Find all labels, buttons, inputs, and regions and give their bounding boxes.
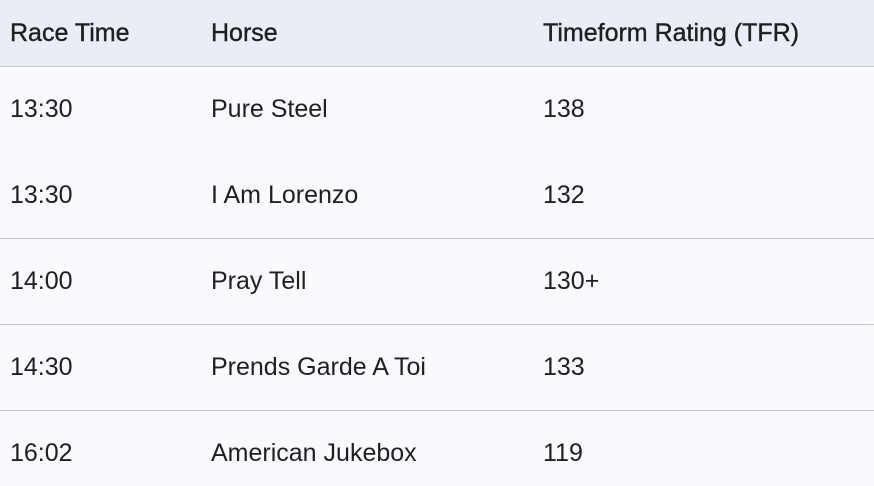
table-body: 13:30 Pure Steel 138 13:30 I Am Lorenzo 132 14… (0, 66, 874, 486)
race-time-cell: 13:30 (0, 66, 201, 152)
horse-cell: Pure Steel (201, 66, 533, 152)
table-row: 13:30 Pure Steel 138 (0, 66, 874, 152)
table-row: 16:02 American Jukebox 119 (0, 410, 874, 486)
tfr-cell: 130+ (533, 238, 874, 325)
column-header: Timeform Rating (TFR) (533, 0, 874, 67)
tfr-cell: 132 (543, 180, 585, 209)
race-time-cell: 16:02 (0, 410, 201, 486)
table-row: 13:30 I Am Lorenzo 132 (0, 152, 874, 239)
tfr-cell: 133 (533, 324, 874, 411)
tfr-cell: 119 (533, 410, 874, 486)
race-time-cell: 14:30 (0, 324, 201, 411)
race-time-cell: 14:00 (0, 238, 201, 325)
table-row: 14:00 Pray Tell 130+ (0, 238, 874, 325)
horse-cell: American Jukebox (201, 410, 533, 486)
column-header: Race Time (0, 0, 201, 67)
horse-cell: I Am Lorenzo (211, 180, 359, 209)
horse-cell: Pray Tell (201, 238, 533, 325)
table-row: 14:30 Prends Garde A Toi 133 (0, 324, 874, 411)
horse-cell: Prends Garde A Toi (201, 324, 533, 411)
column-header: Horse (201, 0, 533, 67)
header-row: Race Time Horse Timeform Rating (TFR) (0, 0, 874, 67)
tfr-cell: 138 (533, 66, 874, 152)
race-time-cell: 13:30 (10, 180, 73, 209)
